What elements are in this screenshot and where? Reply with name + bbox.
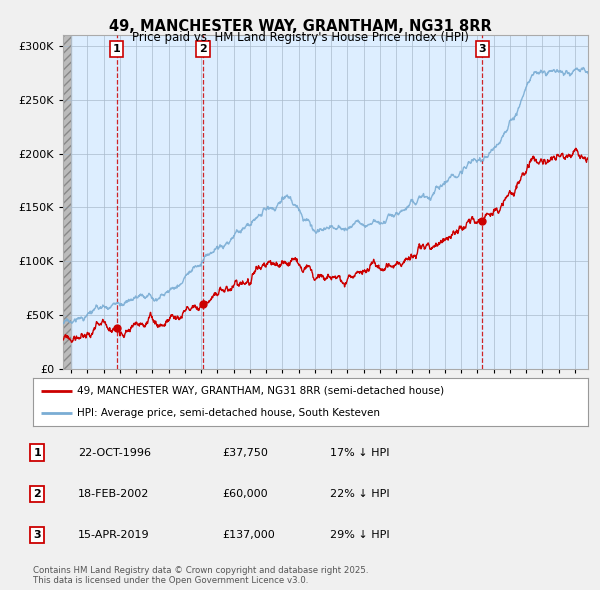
Text: HPI: Average price, semi-detached house, South Kesteven: HPI: Average price, semi-detached house,… bbox=[77, 408, 380, 418]
Text: 17% ↓ HPI: 17% ↓ HPI bbox=[330, 448, 389, 457]
Text: 2: 2 bbox=[199, 44, 207, 54]
Text: 22-OCT-1996: 22-OCT-1996 bbox=[78, 448, 151, 457]
Text: 3: 3 bbox=[34, 530, 41, 540]
Text: 1: 1 bbox=[34, 448, 41, 457]
Text: £37,750: £37,750 bbox=[222, 448, 268, 457]
Text: 1: 1 bbox=[113, 44, 121, 54]
Text: 18-FEB-2002: 18-FEB-2002 bbox=[78, 489, 149, 499]
Text: 15-APR-2019: 15-APR-2019 bbox=[78, 530, 149, 540]
Text: 49, MANCHESTER WAY, GRANTHAM, NG31 8RR (semi-detached house): 49, MANCHESTER WAY, GRANTHAM, NG31 8RR (… bbox=[77, 386, 445, 396]
Text: £137,000: £137,000 bbox=[222, 530, 275, 540]
Text: 2: 2 bbox=[34, 489, 41, 499]
Text: £60,000: £60,000 bbox=[222, 489, 268, 499]
Text: 22% ↓ HPI: 22% ↓ HPI bbox=[330, 489, 389, 499]
Text: 49, MANCHESTER WAY, GRANTHAM, NG31 8RR: 49, MANCHESTER WAY, GRANTHAM, NG31 8RR bbox=[109, 19, 491, 34]
Bar bbox=[63, 35, 71, 369]
Text: Contains HM Land Registry data © Crown copyright and database right 2025.
This d: Contains HM Land Registry data © Crown c… bbox=[33, 566, 368, 585]
Bar bbox=[63, 35, 71, 369]
Text: 3: 3 bbox=[478, 44, 486, 54]
Text: 29% ↓ HPI: 29% ↓ HPI bbox=[330, 530, 389, 540]
Text: Price paid vs. HM Land Registry's House Price Index (HPI): Price paid vs. HM Land Registry's House … bbox=[131, 31, 469, 44]
